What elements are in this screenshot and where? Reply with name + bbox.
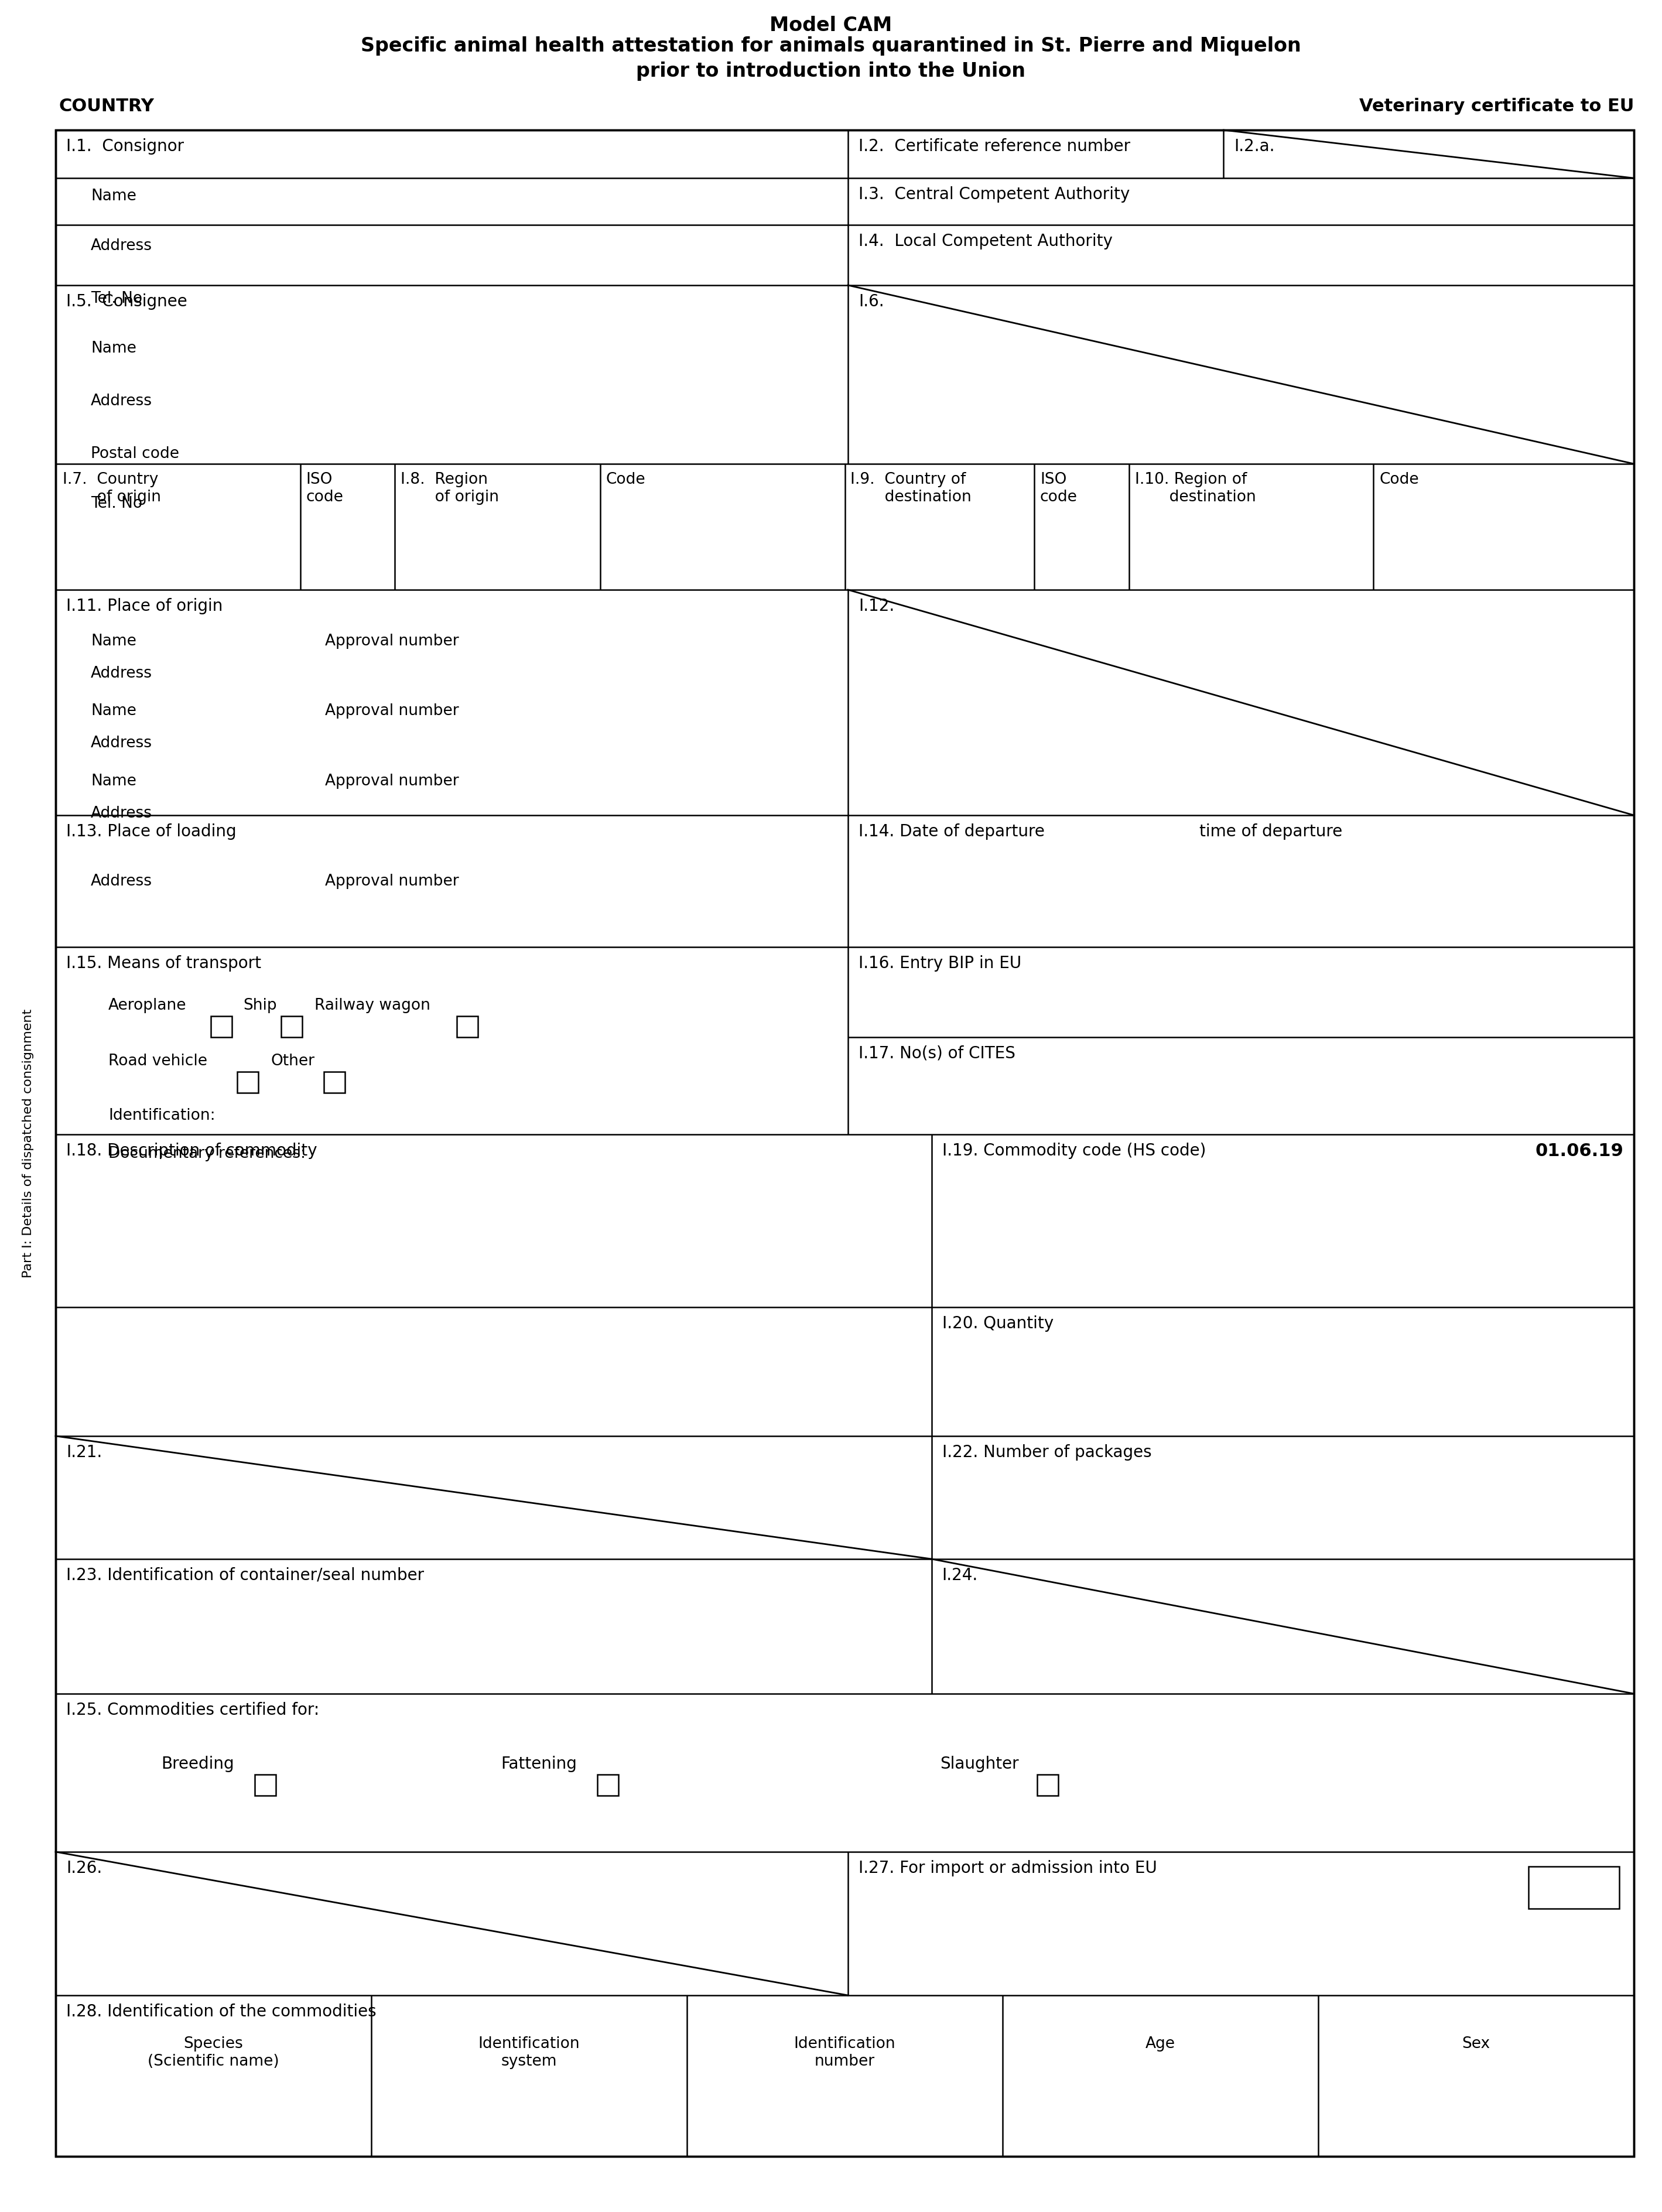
Text: I.9.  Country of
       destination: I.9. Country of destination — [851, 471, 972, 504]
Text: Other: Other — [271, 1053, 316, 1068]
Text: Identification
system: Identification system — [479, 2037, 580, 2068]
Text: I.19. Commodity code (HS code): I.19. Commodity code (HS code) — [942, 1144, 1207, 1159]
Bar — [238, 1073, 258, 1093]
Bar — [211, 1015, 233, 1037]
Text: Ship: Ship — [243, 998, 278, 1013]
Text: Address: Address — [91, 239, 153, 254]
Text: Specific animal health attestation for animals quarantined in St. Pierre and Miq: Specific animal health attestation for a… — [361, 35, 1301, 55]
Text: I.3.  Central Competent Authority: I.3. Central Competent Authority — [859, 186, 1130, 204]
Text: Identification:: Identification: — [108, 1108, 216, 1124]
Text: Name: Name — [91, 633, 136, 648]
Text: Address: Address — [91, 737, 153, 752]
Text: Code: Code — [607, 471, 645, 487]
Bar — [254, 1774, 276, 1796]
Text: Aeroplane: Aeroplane — [108, 998, 186, 1013]
Text: 01.06.19: 01.06.19 — [1536, 1144, 1624, 1159]
Bar — [1037, 1774, 1059, 1796]
Text: I.27. For import or admission into EU: I.27. For import or admission into EU — [859, 1860, 1157, 1876]
Text: I.14. Date of departure: I.14. Date of departure — [859, 823, 1045, 841]
Text: COUNTRY: COUNTRY — [58, 97, 155, 115]
Text: Road vehicle: Road vehicle — [108, 1053, 208, 1068]
Text: Slaughter: Slaughter — [941, 1756, 1019, 1772]
Text: Name: Name — [91, 774, 136, 790]
Bar — [281, 1015, 302, 1037]
Text: I.6.: I.6. — [859, 294, 884, 310]
Text: I.7.  Country
       of origin: I.7. Country of origin — [63, 471, 161, 504]
Text: Tel. No: Tel. No — [91, 495, 143, 511]
Text: Fattening: Fattening — [500, 1756, 577, 1772]
Text: Sex: Sex — [1463, 2037, 1491, 2051]
Text: Address: Address — [91, 394, 153, 409]
Text: I.12.: I.12. — [859, 597, 894, 615]
Text: Species
(Scientific name): Species (Scientific name) — [148, 2037, 279, 2068]
Text: ISO
code: ISO code — [306, 471, 344, 504]
Text: I.22. Number of packages: I.22. Number of packages — [942, 1444, 1152, 1460]
Text: Approval number: Approval number — [326, 633, 459, 648]
Text: Code: Code — [1379, 471, 1419, 487]
Text: Identification
number: Identification number — [794, 2037, 896, 2068]
Text: I.16. Entry BIP in EU: I.16. Entry BIP in EU — [859, 956, 1022, 971]
Text: I.15. Means of transport: I.15. Means of transport — [66, 956, 261, 971]
Text: I.2.a.: I.2.a. — [1235, 137, 1275, 155]
Text: I.20. Quantity: I.20. Quantity — [942, 1316, 1054, 1332]
Text: I.11. Place of origin: I.11. Place of origin — [66, 597, 223, 615]
Bar — [1529, 1867, 1619, 1909]
Text: Tel. No: Tel. No — [91, 292, 143, 305]
Text: I.28. Identification of the commodities: I.28. Identification of the commodities — [66, 2004, 376, 2020]
Text: Approval number: Approval number — [326, 703, 459, 719]
Text: I.4.  Local Competent Authority: I.4. Local Competent Authority — [859, 232, 1112, 250]
Text: prior to introduction into the Union: prior to introduction into the Union — [637, 62, 1025, 82]
Text: ISO
code: ISO code — [1040, 471, 1077, 504]
Text: Address: Address — [91, 874, 153, 889]
Text: Address: Address — [91, 666, 153, 681]
Text: Part I: Details of dispatched consignment: Part I: Details of dispatched consignmen… — [22, 1009, 33, 1279]
Text: I.24.: I.24. — [942, 1566, 977, 1584]
Text: Documentary references:: Documentary references: — [108, 1146, 306, 1161]
Text: Name: Name — [91, 703, 136, 719]
Text: I.26.: I.26. — [66, 1860, 101, 1876]
Text: I.8.  Region
       of origin: I.8. Region of origin — [401, 471, 499, 504]
Text: Approval number: Approval number — [326, 874, 459, 889]
Text: I.13. Place of loading: I.13. Place of loading — [66, 823, 236, 841]
Text: Name: Name — [91, 188, 136, 204]
Text: I.10. Region of
       destination: I.10. Region of destination — [1135, 471, 1256, 504]
Bar — [457, 1015, 479, 1037]
Text: Approval number: Approval number — [326, 774, 459, 790]
Text: Address: Address — [91, 805, 153, 821]
Bar — [597, 1774, 618, 1796]
Text: Railway wagon: Railway wagon — [314, 998, 430, 1013]
Text: Breeding: Breeding — [161, 1756, 234, 1772]
Text: I.25. Commodities certified for:: I.25. Commodities certified for: — [66, 1701, 319, 1719]
Text: Postal code: Postal code — [91, 447, 179, 462]
Text: Age: Age — [1145, 2037, 1175, 2051]
Text: I.1.  Consignor: I.1. Consignor — [66, 137, 184, 155]
Text: I.21.: I.21. — [66, 1444, 101, 1460]
Text: I.18. Description of commodity: I.18. Description of commodity — [66, 1144, 317, 1159]
Text: I.5.  Consignee: I.5. Consignee — [66, 294, 188, 310]
Text: I.23. Identification of container/seal number: I.23. Identification of container/seal n… — [66, 1566, 424, 1584]
Text: Name: Name — [91, 341, 136, 356]
Text: time of departure: time of departure — [1200, 823, 1343, 841]
Text: Model CAM: Model CAM — [770, 15, 892, 35]
Bar — [324, 1073, 346, 1093]
Text: I.17. No(s) of CITES: I.17. No(s) of CITES — [859, 1044, 1015, 1062]
Text: Veterinary certificate to EU: Veterinary certificate to EU — [1360, 97, 1634, 115]
Text: I.2.  Certificate reference number: I.2. Certificate reference number — [859, 137, 1130, 155]
